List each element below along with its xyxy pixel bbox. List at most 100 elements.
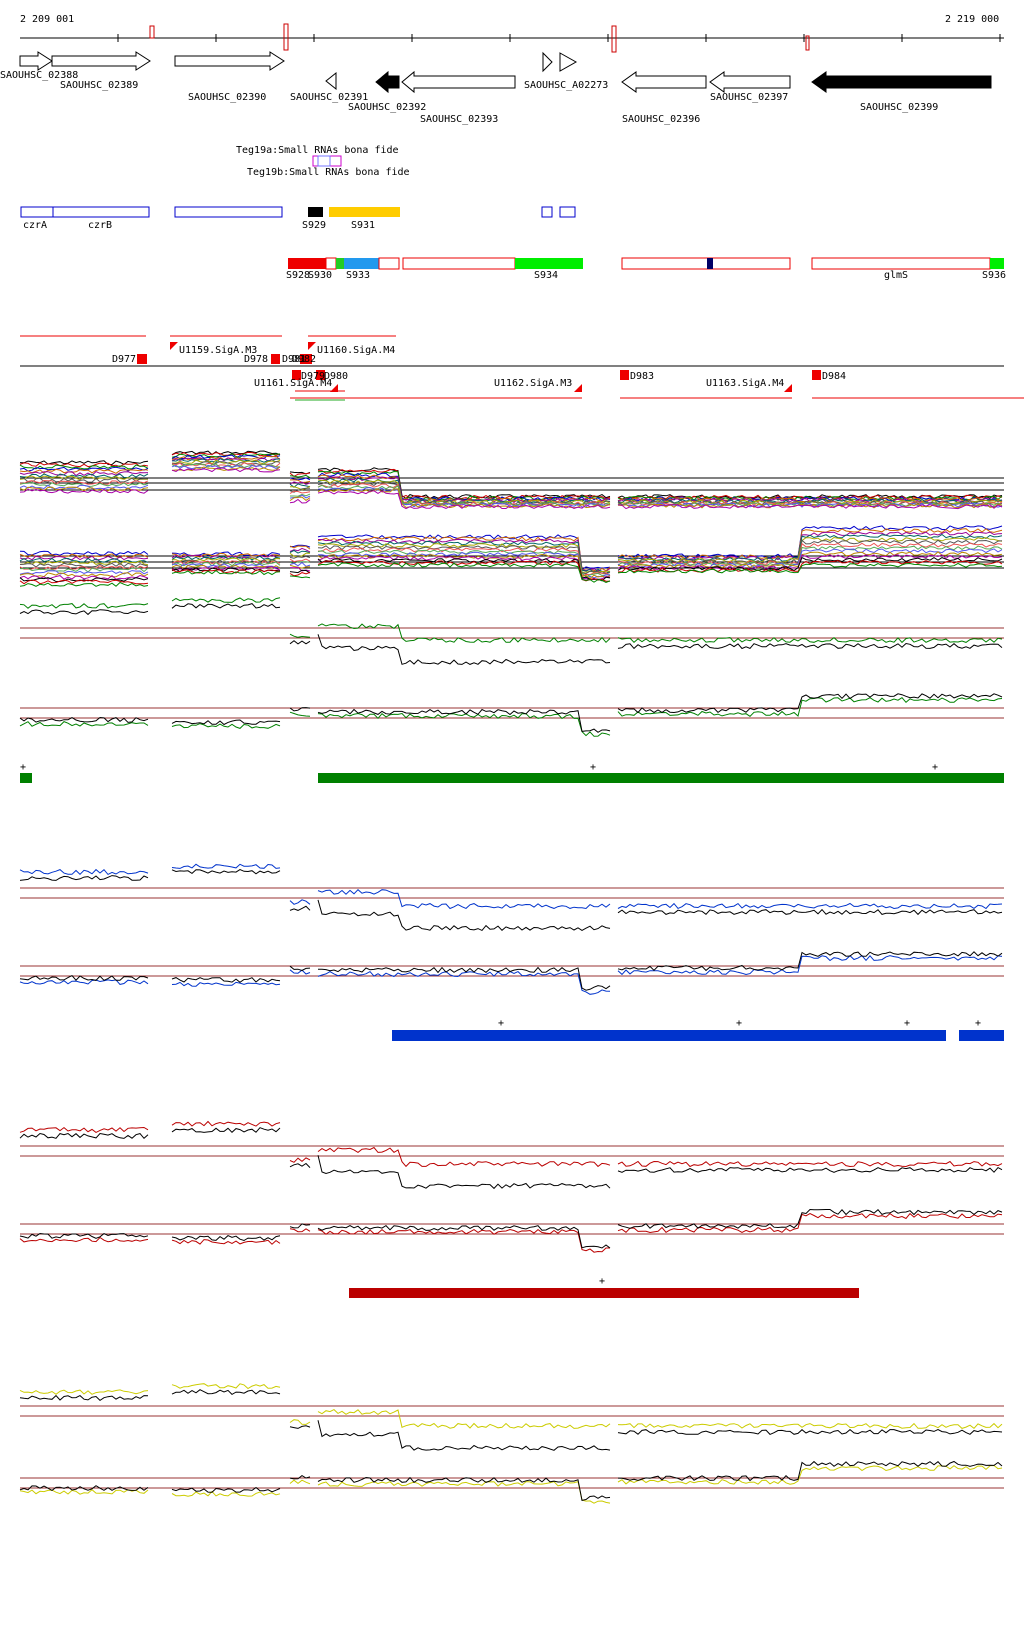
gene-saouhsc-02399[interactable]: SAOUHSC_02399	[811, 71, 992, 113]
gene-saouhsc-02390[interactable]: SAOUHSC_02390	[174, 51, 285, 103]
gene-saouhsc-02396[interactable]: SAOUHSC_02396	[621, 71, 707, 125]
annotation-boxes: czrA czrB S929 S931	[20, 206, 576, 231]
gene-saouhsc-a02273[interactable]: SAOUHSC_A02273	[524, 51, 608, 91]
expression-trace	[19, 955, 1003, 995]
red-segment-track: +	[349, 1276, 859, 1298]
expression-trace	[19, 1208, 1003, 1249]
promoter-label: D979	[301, 371, 325, 382]
expression-trace	[19, 542, 1003, 577]
green-segment	[20, 773, 32, 783]
promoter-label: D984	[822, 371, 846, 382]
expression-trace	[19, 562, 1003, 587]
site-track: S928 S930 S933 S934 glmS S936	[286, 257, 1006, 281]
promoter-track: D977 U1159.SigA.M3 D978 D981 D982 U1160.…	[20, 335, 1024, 401]
expression-trace	[19, 597, 1003, 644]
site-label: S931	[351, 220, 375, 231]
promoter-label: D983	[630, 371, 654, 382]
gene-saouhsc-02389[interactable]: SAOUHSC_02389	[51, 51, 151, 91]
small-rna-track: Teg19a:Small RNAs bona fide Teg19b:Small…	[236, 145, 410, 178]
expression-panels	[19, 450, 1004, 1504]
gene-saouhsc-02391[interactable]: SAOUHSC_02391	[290, 71, 368, 103]
coordinate-ruler: 2 209 001 2 219 000	[20, 14, 1004, 53]
green-marker: +	[590, 762, 596, 773]
expression-trace	[19, 1127, 1003, 1190]
expression-trace	[19, 467, 1003, 510]
blue-segment	[392, 1030, 946, 1041]
gene-label: SAOUHSC_A02273	[524, 80, 608, 91]
gene-label: SAOUHSC_02399	[860, 102, 938, 113]
promoter-label: U1163.SigA.M4	[706, 378, 784, 389]
expression-trace	[20, 460, 1002, 506]
blue-marker: +	[904, 1018, 910, 1029]
gene-label: SAOUHSC_02396	[622, 114, 700, 125]
expression-trace	[19, 869, 1003, 932]
blue-segment-track: + + + +	[392, 1018, 1004, 1041]
gene-label: SAOUHSC_02388	[0, 70, 78, 81]
end-coordinate: 2 219 000	[945, 14, 999, 25]
expression-trace	[19, 697, 1003, 737]
expression-trace	[19, 454, 1003, 502]
expression-trace	[20, 462, 1003, 507]
expression-trace	[19, 693, 1003, 733]
expression-trace	[19, 1464, 1003, 1504]
promoter-label: D981	[282, 354, 306, 365]
expression-trace	[19, 533, 1003, 574]
expression-trace	[19, 554, 1003, 581]
expression-trace	[19, 548, 1003, 579]
blue-marker: +	[498, 1018, 504, 1029]
green-marker: +	[932, 762, 938, 773]
site-label: S933	[346, 270, 370, 281]
green-segment-track: + + +	[20, 762, 1004, 783]
gene-label: SAOUHSC_02390	[188, 92, 266, 103]
blue-marker: +	[736, 1018, 742, 1029]
gene-label: SAOUHSC_02397	[710, 92, 788, 103]
expression-trace	[19, 450, 1003, 500]
expression-trace	[19, 1212, 1003, 1253]
expression-trace	[19, 1460, 1003, 1502]
expression-trace	[19, 453, 1003, 501]
gene-label: SAOUHSC_02391	[290, 92, 368, 103]
site-label: S936	[982, 270, 1006, 281]
site-label: glmS	[884, 270, 908, 281]
red-marker: +	[599, 1276, 605, 1287]
svg-text:+: +	[20, 762, 26, 773]
promoter-label: U1159.SigA.M3	[179, 345, 257, 356]
gene-saouhsc-02388[interactable]: SAOUHSC_02388	[0, 51, 78, 81]
expression-trace	[19, 1389, 1003, 1451]
expression-trace	[19, 464, 1003, 508]
expression-trace	[19, 536, 1003, 573]
site-label: S928	[286, 270, 310, 281]
promoter-label: U1160.SigA.M4	[317, 345, 395, 356]
blue-segment	[959, 1030, 1004, 1041]
gene-saouhsc-02393[interactable]: SAOUHSC_02393	[401, 70, 516, 125]
expression-trace	[20, 545, 1003, 578]
expression-trace	[19, 451, 1003, 501]
expression-trace	[19, 528, 1003, 572]
operon-label: czrA	[23, 220, 47, 231]
expression-trace	[19, 459, 1003, 505]
expression-trace	[19, 1383, 1003, 1429]
expression-trace	[19, 951, 1003, 991]
promoter-label: D978	[244, 354, 268, 365]
site-label: S934	[534, 270, 558, 281]
promoter-label: D977	[112, 354, 136, 365]
green-segment	[318, 773, 1004, 783]
expression-trace	[19, 863, 1003, 910]
expression-trace	[19, 559, 1003, 585]
expression-trace	[19, 551, 1003, 580]
site-label: S929	[302, 220, 326, 231]
red-segment	[349, 1288, 859, 1298]
gene-saouhsc-02397[interactable]: SAOUHSC_02397	[709, 71, 791, 103]
expression-trace	[19, 1120, 1003, 1168]
site-label: S930	[308, 270, 332, 281]
expression-trace	[19, 603, 1003, 665]
gene-saouhsc-02392[interactable]: SAOUHSC_02392	[348, 70, 426, 113]
start-coordinate: 2 209 001	[20, 14, 74, 25]
promoter-label: U1161.SigA.M4	[254, 378, 332, 389]
promoter-label: D980	[324, 371, 348, 382]
gene-label: SAOUHSC_02392	[348, 102, 426, 113]
small-rna-label: Teg19b:Small RNAs bona fide	[247, 167, 410, 178]
promoter-label: D982	[292, 354, 316, 365]
expression-trace	[19, 556, 1003, 582]
expression-trace	[19, 525, 1003, 571]
